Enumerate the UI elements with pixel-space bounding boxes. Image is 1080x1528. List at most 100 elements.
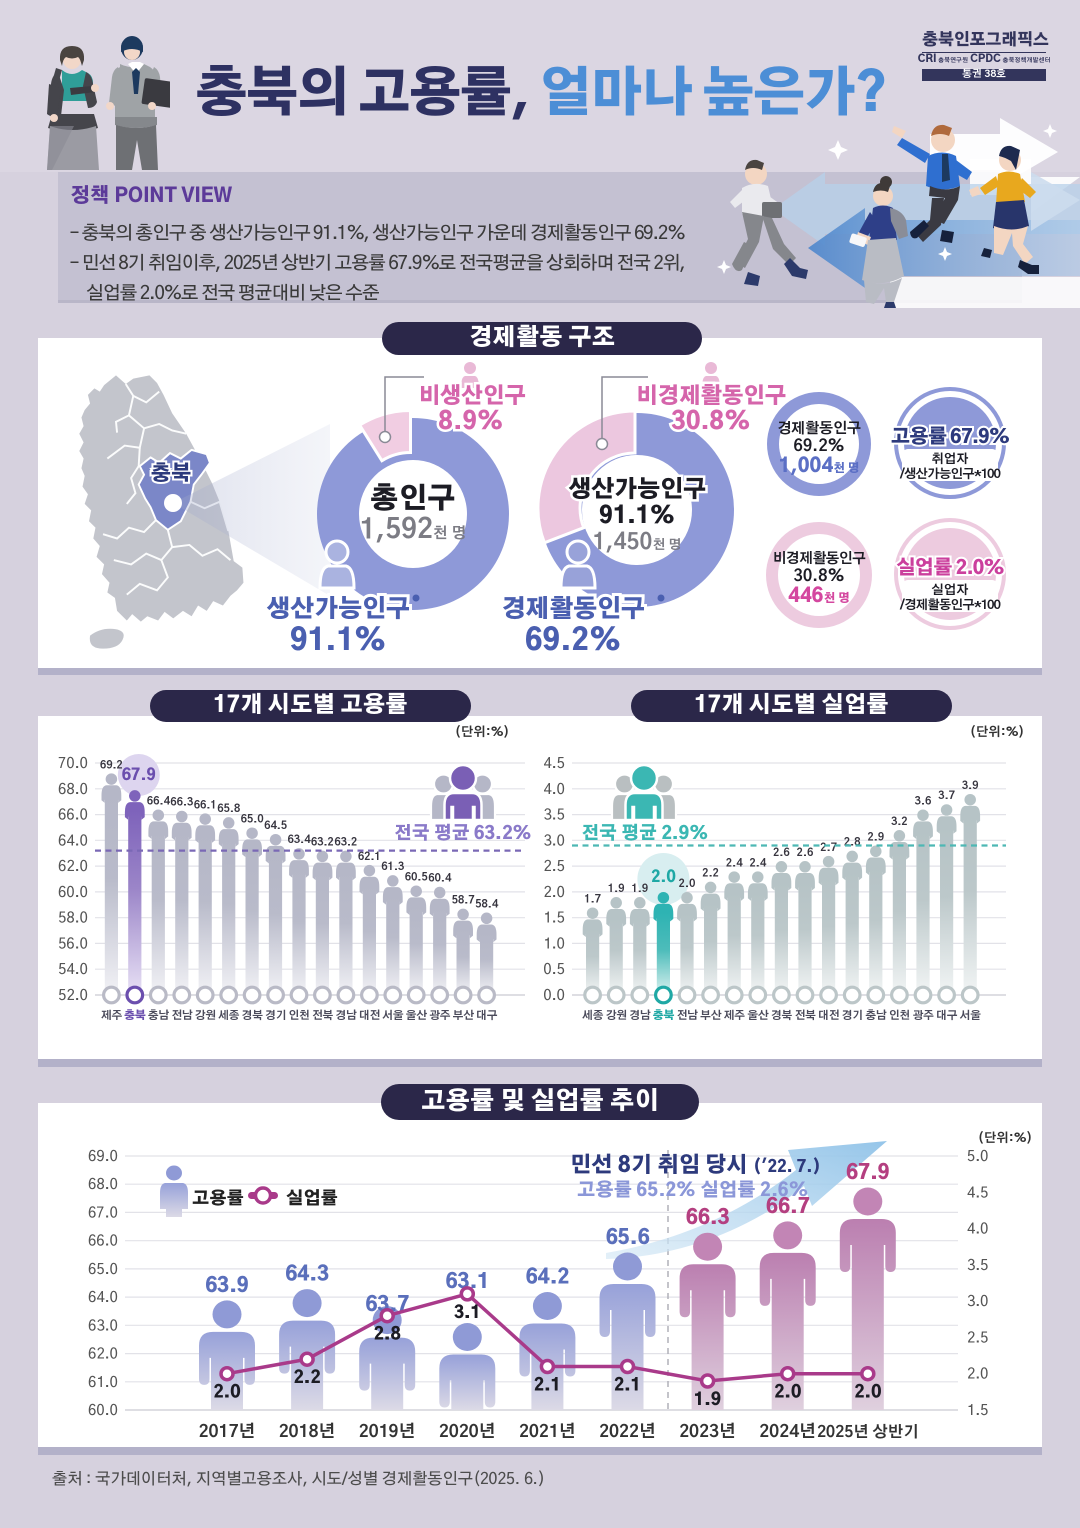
svg-text:대구: 대구 (476, 1009, 497, 1022)
svg-text:고용률 67.9%: 고용률 67.9% (891, 426, 1010, 447)
svg-text:서울: 서울 (960, 1009, 981, 1022)
svg-text:충북: 충북 (653, 1009, 675, 1022)
svg-text:경제활동인구: 경제활동인구 (777, 420, 861, 436)
svg-text:2.0: 2.0 (651, 870, 676, 886)
svg-text:91.1%: 91.1% (290, 626, 386, 656)
svg-text:5.0: 5.0 (967, 1149, 989, 1164)
svg-text:0.5: 0.5 (543, 962, 565, 977)
svg-text:0.0: 0.0 (543, 988, 565, 1003)
svg-text:2.6: 2.6 (773, 848, 790, 859)
svg-text:2.4: 2.4 (726, 858, 743, 869)
svg-text:세종: 세종 (218, 1009, 239, 1022)
svg-text:1.9: 1.9 (694, 1391, 721, 1409)
svg-text:70.0: 70.0 (58, 756, 88, 771)
svg-text:경기: 경기 (842, 1009, 863, 1022)
svg-text:비경제활동인구: 비경제활동인구 (636, 384, 786, 408)
svg-text:2.9: 2.9 (867, 833, 884, 844)
svg-text:제주: 제주 (724, 1009, 745, 1022)
svg-text:60.5: 60.5 (405, 872, 429, 883)
svg-text:대전: 대전 (359, 1009, 380, 1022)
svg-text:전북: 전북 (312, 1009, 333, 1022)
svg-text:30.8%: 30.8% (794, 569, 845, 585)
svg-text:실업률: 실업률 (286, 1189, 338, 1208)
svg-text:63.2: 63.2 (334, 838, 358, 849)
svg-text:전남: 전남 (676, 1009, 698, 1022)
svg-text:대구: 대구 (936, 1009, 957, 1022)
svg-text:52.0: 52.0 (58, 988, 88, 1003)
svg-text:65.8: 65.8 (217, 804, 241, 815)
svg-text:65.0: 65.0 (241, 814, 265, 825)
svg-text:울산: 울산 (406, 1009, 428, 1022)
svg-text:66.7: 66.7 (766, 1197, 810, 1218)
svg-text:1.7: 1.7 (584, 894, 601, 905)
svg-text:1,592천 명: 1,592천 명 (360, 517, 467, 544)
svg-text:대전: 대전 (818, 1009, 839, 1022)
svg-text:고용률: 고용률 (192, 1189, 244, 1208)
svg-text:2.0: 2.0 (967, 1367, 989, 1382)
svg-text:60.4: 60.4 (428, 874, 452, 885)
svg-text:충북: 충북 (151, 462, 192, 485)
svg-text:3.0: 3.0 (543, 833, 565, 848)
svg-text:58.0: 58.0 (58, 911, 88, 926)
svg-text:전북: 전북 (794, 1009, 815, 1022)
svg-text:2.6: 2.6 (797, 848, 814, 859)
svg-text:62.0: 62.0 (58, 859, 88, 874)
svg-text:경북: 경북 (242, 1009, 263, 1022)
svg-text:3.2: 3.2 (890, 817, 908, 828)
svg-text:2.0: 2.0 (774, 1384, 801, 1402)
svg-text:인천: 인천 (288, 1009, 309, 1022)
svg-text:2024년: 2024년 (759, 1422, 816, 1441)
svg-text:2.1: 2.1 (534, 1377, 561, 1395)
svg-text:비생산인구: 비생산인구 (418, 383, 525, 408)
svg-text:경기: 경기 (265, 1009, 286, 1022)
svg-text:69.2%: 69.2% (525, 626, 621, 656)
svg-text:3.5: 3.5 (967, 1258, 989, 1273)
svg-text:58.4: 58.4 (475, 900, 499, 911)
svg-text:취업자: 취업자 (931, 452, 968, 466)
svg-text:4.0: 4.0 (543, 782, 565, 797)
svg-text:고용률 65.2% 실업률 2.6%: 고용률 65.2% 실업률 2.6% (577, 1180, 809, 1200)
svg-text:64.0: 64.0 (88, 1290, 118, 1305)
svg-text:실업률 2.0%: 실업률 2.0% (896, 557, 1004, 578)
svg-text:66.3: 66.3 (170, 798, 193, 809)
svg-text:58.7: 58.7 (452, 896, 475, 907)
svg-text:2.4: 2.4 (749, 858, 766, 869)
svg-text:경남: 경남 (335, 1009, 357, 1022)
svg-text:63.4: 63.4 (288, 835, 312, 846)
svg-text:/생산가능인구*100: /생산가능인구*100 (899, 467, 1002, 481)
svg-text:제주: 제주 (101, 1009, 122, 1022)
svg-text:62.1: 62.1 (358, 852, 381, 863)
svg-text:66.0: 66.0 (88, 1234, 118, 1249)
svg-text:60.0: 60.0 (88, 1403, 118, 1418)
svg-text:부산: 부산 (700, 1009, 722, 1022)
svg-text:2.1: 2.1 (614, 1377, 641, 1395)
svg-text:비경제활동인구: 비경제활동인구 (773, 551, 866, 566)
svg-text:2.5: 2.5 (543, 859, 565, 874)
svg-text:강원: 강원 (195, 1009, 216, 1022)
svg-text:경북: 경북 (771, 1009, 792, 1022)
svg-text:61.0: 61.0 (88, 1375, 118, 1390)
svg-text:세종: 세종 (582, 1009, 603, 1022)
svg-text:64.3: 64.3 (285, 1265, 329, 1286)
svg-text:66.3: 66.3 (686, 1208, 730, 1229)
svg-text:/경제활동인구*100: /경제활동인구*100 (899, 598, 1002, 612)
svg-text:2.0: 2.0 (854, 1384, 881, 1402)
svg-text:1.5: 1.5 (543, 911, 565, 926)
svg-text:63.9: 63.9 (205, 1276, 249, 1297)
svg-text:2.8: 2.8 (844, 838, 861, 849)
svg-text:2017년: 2017년 (199, 1422, 256, 1441)
svg-text:56.0: 56.0 (58, 936, 88, 951)
svg-text:2021년: 2021년 (519, 1422, 576, 1441)
svg-text:446천 명: 446천 명 (788, 586, 850, 606)
svg-text:4.0: 4.0 (967, 1222, 989, 1237)
svg-text:64.5: 64.5 (264, 821, 288, 832)
svg-text:3.0: 3.0 (967, 1294, 989, 1309)
svg-text:경남: 경남 (629, 1009, 651, 1022)
svg-text:1.9: 1.9 (608, 884, 625, 895)
svg-text:54.0: 54.0 (58, 962, 88, 977)
svg-text:경제활동인구: 경제활동인구 (501, 595, 644, 622)
svg-text:전국 평균 63.2%: 전국 평균 63.2% (394, 823, 532, 843)
svg-text:68.0: 68.0 (88, 1177, 118, 1192)
svg-text:3.9: 3.9 (961, 781, 979, 792)
svg-text:69.2%: 69.2% (794, 439, 845, 455)
